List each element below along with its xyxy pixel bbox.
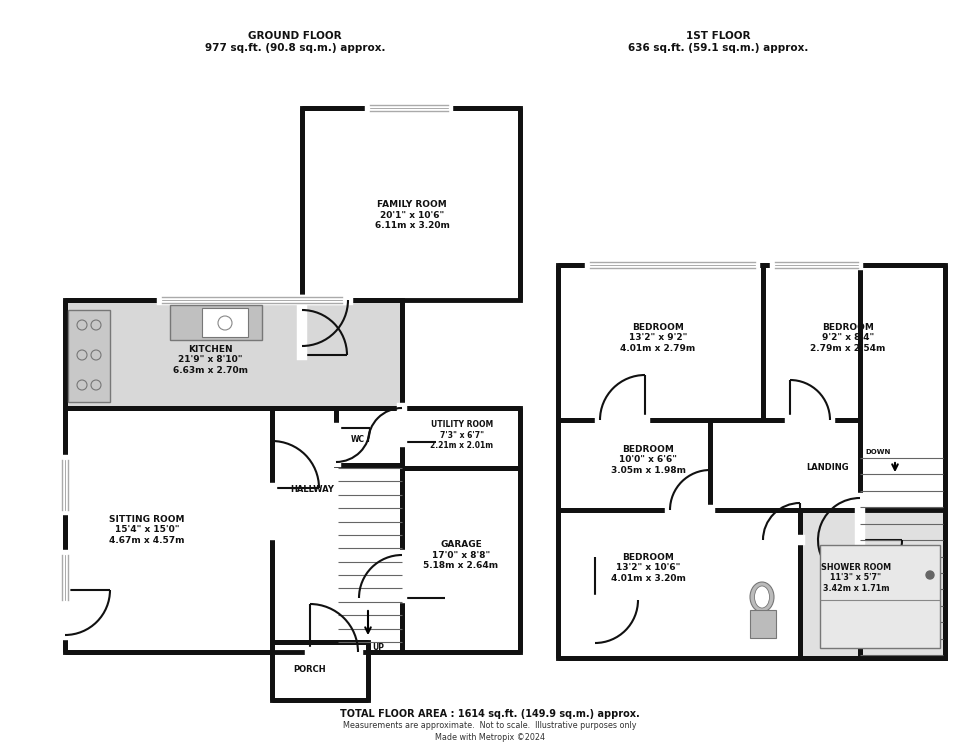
- Bar: [272, 642, 368, 700]
- Bar: [402, 408, 520, 468]
- Text: FAMILY ROOM
20'1" x 10'6"
6.11m x 3.20m: FAMILY ROOM 20'1" x 10'6" 6.11m x 3.20m: [374, 200, 450, 230]
- Bar: [65, 408, 272, 652]
- Text: UTILITY ROOM
7'3" x 6'7"
2.21m x 2.01m: UTILITY ROOM 7'3" x 6'7" 2.21m x 2.01m: [430, 420, 494, 450]
- Text: PORCH: PORCH: [294, 665, 326, 674]
- Bar: [820, 545, 940, 648]
- Text: WC: WC: [351, 436, 365, 445]
- Bar: [202, 308, 248, 337]
- Text: SITTING ROOM
15'4" x 15'0"
4.67m x 4.57m: SITTING ROOM 15'4" x 15'0" 4.67m x 4.57m: [109, 515, 185, 545]
- Text: GROUND FLOOR
977 sq.ft. (90.8 sq.m.) approx.: GROUND FLOOR 977 sq.ft. (90.8 sq.m.) app…: [205, 32, 385, 53]
- Bar: [558, 265, 945, 658]
- Text: DOWN: DOWN: [865, 449, 891, 455]
- Text: HALLWAY: HALLWAY: [290, 485, 334, 494]
- Text: GARAGE
17'0" x 8'8"
5.18m x 2.64m: GARAGE 17'0" x 8'8" 5.18m x 2.64m: [423, 540, 499, 570]
- Text: Made with Metropix ©2024: Made with Metropix ©2024: [435, 732, 545, 741]
- Ellipse shape: [755, 586, 769, 608]
- Bar: [750, 610, 776, 638]
- Text: TOTAL FLOOR AREA : 1614 sq.ft. (149.9 sq.m.) approx.: TOTAL FLOOR AREA : 1614 sq.ft. (149.9 sq…: [340, 709, 640, 719]
- Bar: [170, 305, 262, 340]
- Text: KITCHEN
21'9" x 8'10"
6.63m x 2.70m: KITCHEN 21'9" x 8'10" 6.63m x 2.70m: [172, 345, 248, 375]
- Text: BEDROOM
13'2" x 10'6"
4.01m x 3.20m: BEDROOM 13'2" x 10'6" 4.01m x 3.20m: [611, 553, 685, 583]
- Text: BEDROOM
13'2" x 9'2"
4.01m x 2.79m: BEDROOM 13'2" x 9'2" 4.01m x 2.79m: [620, 323, 696, 353]
- Circle shape: [926, 571, 934, 579]
- Bar: [800, 510, 945, 658]
- Bar: [272, 408, 402, 652]
- Bar: [402, 468, 520, 652]
- Text: SHOWER ROOM
11'3" x 5'7"
3.42m x 1.71m: SHOWER ROOM 11'3" x 5'7" 3.42m x 1.71m: [821, 563, 891, 593]
- Text: UP: UP: [372, 644, 384, 653]
- Ellipse shape: [750, 582, 774, 612]
- Bar: [302, 108, 520, 300]
- Bar: [65, 300, 402, 408]
- Text: BEDROOM
9'2" x 8'4"
2.79m x 2.54m: BEDROOM 9'2" x 8'4" 2.79m x 2.54m: [810, 323, 886, 353]
- Text: LANDING: LANDING: [807, 463, 850, 472]
- Text: Measurements are approximate.  Not to scale.  Illustrative purposes only: Measurements are approximate. Not to sca…: [343, 722, 637, 731]
- Bar: [68, 310, 110, 402]
- Bar: [336, 408, 402, 465]
- Text: 1ST FLOOR
636 sq.ft. (59.1 sq.m.) approx.: 1ST FLOOR 636 sq.ft. (59.1 sq.m.) approx…: [628, 32, 808, 53]
- Text: BEDROOM
10'0" x 6'6"
3.05m x 1.98m: BEDROOM 10'0" x 6'6" 3.05m x 1.98m: [611, 445, 685, 475]
